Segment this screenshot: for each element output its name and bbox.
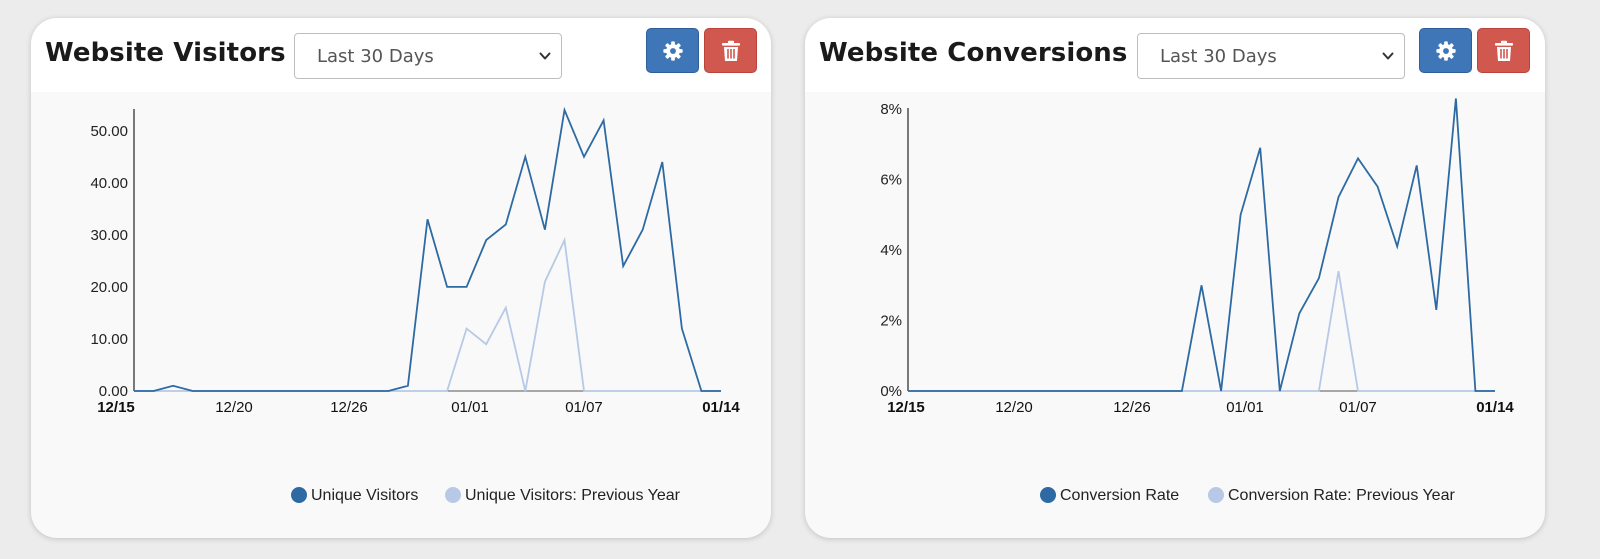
x-tick-label: 01/07 <box>1339 399 1377 416</box>
settings-button[interactable] <box>1419 28 1472 73</box>
legend-item[interactable]: Unique Visitors: Previous Year <box>445 487 681 504</box>
visitors-card: Website Visitors Last 30 Days <box>31 18 771 538</box>
date-range-select[interactable]: Last 30 Days <box>1137 33 1405 79</box>
y-tick-label: 0% <box>880 383 902 400</box>
widget-title: Website Visitors <box>45 38 286 68</box>
series-line-previous <box>134 236 721 392</box>
date-range-value: Last 30 Days <box>1160 45 1277 67</box>
y-tick-label: 6% <box>880 172 902 189</box>
date-range-select[interactable]: Last 30 Days <box>294 33 562 79</box>
delete-button[interactable] <box>704 28 757 73</box>
x-tick-label: 12/15 <box>97 399 135 416</box>
series-line-current <box>908 98 1495 392</box>
y-tick-label: 30.00 <box>90 227 128 244</box>
legend-swatch <box>445 487 461 503</box>
y-tick-label: 20.00 <box>90 279 128 296</box>
series-line-current <box>134 106 721 392</box>
x-tick-label: 12/20 <box>215 399 253 416</box>
legend-label: Unique Visitors <box>311 487 418 504</box>
widget-title: Website Conversions <box>819 38 1128 68</box>
trash-icon <box>721 40 740 61</box>
legend-swatch <box>1040 487 1056 503</box>
y-tick-label: 4% <box>880 242 902 259</box>
y-tick-label: 0.00 <box>99 383 128 400</box>
x-tick-label: 01/01 <box>1226 399 1264 416</box>
y-tick-label: 40.00 <box>90 175 128 192</box>
delete-button[interactable] <box>1477 28 1530 73</box>
legend-item[interactable]: Unique Visitors <box>291 487 418 504</box>
y-tick-label: 8% <box>880 101 902 118</box>
y-tick-label: 2% <box>880 313 902 330</box>
x-tick-label: 01/14 <box>1476 399 1514 416</box>
conversions-line-chart: 0% 2% 4% 6% 8% 12/15 12/20 12/26 01/01 01/07 01/14… <box>880 98 1514 504</box>
x-tick-label: 12/26 <box>330 399 368 416</box>
x-tick-label: 12/15 <box>887 399 925 416</box>
visitors-line-chart: 0.00 10.00 20.00 30.00 40.00 50.00 12/15 12/20 1… <box>90 106 740 504</box>
gear-icon <box>662 40 683 61</box>
legend-swatch <box>291 487 307 503</box>
x-tick-label: 12/20 <box>995 399 1033 416</box>
legend-label: Conversion Rate <box>1060 487 1179 504</box>
legend-label: Conversion Rate: Previous Year <box>1228 487 1455 504</box>
date-range-value: Last 30 Days <box>317 45 434 67</box>
y-tick-label: 50.00 <box>90 123 128 140</box>
y-tick-label: 10.00 <box>90 331 128 348</box>
gear-icon <box>1435 40 1456 61</box>
x-tick-label: 12/26 <box>1113 399 1151 416</box>
trash-icon <box>1494 40 1513 61</box>
chevron-down-icon <box>1382 52 1394 60</box>
card-header: Website Visitors Last 30 Days <box>31 18 771 92</box>
x-tick-label: 01/01 <box>451 399 489 416</box>
x-tick-label: 01/14 <box>702 399 740 416</box>
legend-label: Unique Visitors: Previous Year <box>465 487 681 504</box>
legend-swatch <box>1208 487 1224 503</box>
x-tick-label: 01/07 <box>565 399 603 416</box>
legend-item[interactable]: Conversion Rate: Previous Year <box>1208 487 1455 504</box>
chevron-down-icon <box>539 52 551 60</box>
legend-item[interactable]: Conversion Rate <box>1040 487 1179 504</box>
settings-button[interactable] <box>646 28 699 73</box>
card-header: Website Conversions Last 30 Days <box>805 18 1545 92</box>
conversions-card: Website Conversions Last 30 Days <box>805 18 1545 538</box>
